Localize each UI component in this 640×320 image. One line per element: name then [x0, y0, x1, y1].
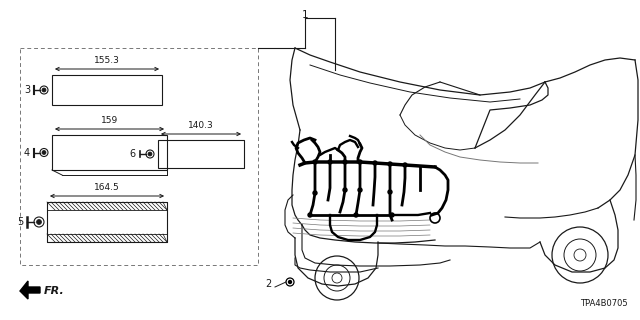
Circle shape	[388, 190, 392, 194]
Text: 5: 5	[17, 217, 23, 227]
Text: TPA4B0705: TPA4B0705	[580, 299, 628, 308]
Circle shape	[308, 213, 312, 217]
Circle shape	[354, 213, 358, 217]
Text: 1: 1	[301, 10, 308, 20]
Circle shape	[373, 161, 377, 165]
Text: 6: 6	[130, 149, 136, 159]
Text: 3: 3	[24, 85, 30, 95]
Bar	[52, 75, 162, 105]
Text: FR.: FR.	[44, 286, 65, 296]
Circle shape	[358, 188, 362, 192]
Circle shape	[358, 160, 362, 164]
Bar	[158, 140, 244, 168]
Text: 2: 2	[266, 279, 272, 289]
Circle shape	[388, 162, 392, 166]
Text: 159: 159	[101, 116, 118, 125]
Text: 155.3: 155.3	[94, 56, 120, 65]
Bar	[20, 48, 258, 265]
Circle shape	[390, 213, 394, 217]
Circle shape	[403, 163, 407, 167]
Circle shape	[36, 220, 42, 225]
Text: 164.5: 164.5	[94, 183, 120, 192]
Circle shape	[42, 150, 46, 155]
Circle shape	[148, 152, 152, 156]
Circle shape	[289, 281, 291, 284]
Polygon shape	[20, 281, 40, 299]
Bar	[47, 202, 167, 242]
Circle shape	[343, 160, 347, 164]
Text: 4: 4	[24, 148, 30, 157]
Circle shape	[313, 191, 317, 195]
Bar	[47, 202, 167, 210]
Bar	[52, 135, 167, 170]
Text: 140.3: 140.3	[188, 121, 214, 130]
Circle shape	[343, 188, 347, 192]
Circle shape	[42, 88, 46, 92]
Circle shape	[313, 160, 317, 164]
Bar	[47, 234, 167, 242]
Circle shape	[328, 160, 332, 164]
